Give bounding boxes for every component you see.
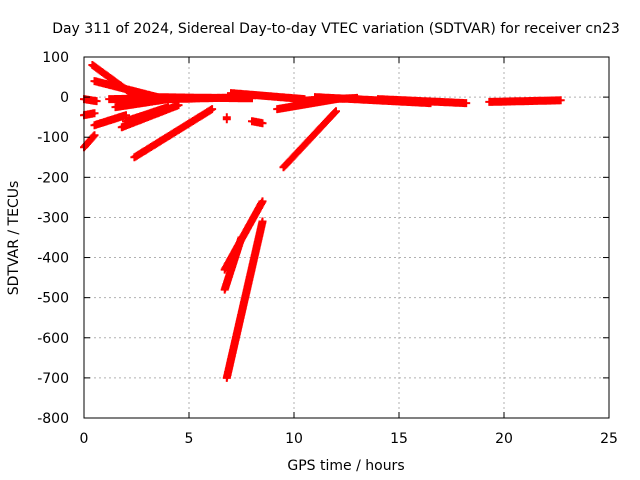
y-tick-label: -400 [37,251,69,267]
data-point-cluster [222,217,267,382]
x-tick-label: 25 [600,431,618,447]
series-track-20 [279,107,340,172]
y-tick-label: -500 [37,291,69,307]
plot-frame [83,56,610,419]
data-point-cluster [220,233,246,294]
data-point-cluster [279,107,340,172]
x-tick-label: 0 [80,431,89,447]
x-tick-label: 10 [285,431,303,447]
series-track-16 [248,117,267,128]
series-track-14 [222,113,231,124]
data-point-cluster [374,95,471,108]
grid-layer [84,57,609,418]
data-point-cluster [122,103,172,126]
chart-title: Day 311 of 2024, Sidereal Day-to-day VTE… [52,21,620,37]
y-tick-label: 0 [60,90,69,106]
series-track-11 [130,105,217,162]
x-tick-label: 15 [390,431,408,447]
series-track-06 [90,111,130,130]
data-point-cluster [90,111,130,130]
y-tick-label: -100 [37,130,69,146]
x-tick-label: 20 [495,431,513,447]
y-axis-title: SDTVAR / TECUs [6,181,22,296]
x-axis-title: GPS time / hours [287,458,404,474]
series-track-24 [374,95,471,108]
series-track-25 [485,96,565,106]
data-marks [80,61,565,382]
data-point-cluster [248,117,267,128]
series-track-18 [220,233,246,294]
data-point-cluster [130,105,217,162]
y-tick-label: -700 [37,371,69,387]
x-tick-labels: 0 5 10 15 20 25 [80,431,618,447]
data-point-cluster [222,113,231,124]
y-tick-label: -800 [37,411,69,427]
y-tick-label: -200 [37,170,69,186]
axis-ticks [83,56,610,419]
series-track-10 [122,103,172,126]
x-tick-label: 5 [185,431,194,447]
data-point-cluster [485,96,565,106]
y-tick-label: -300 [37,210,69,226]
y-tick-label: 100 [42,50,69,66]
series-track-19 [222,217,267,382]
y-tick-label: -600 [37,331,69,347]
y-tick-labels: 100 0 -100 -200 -300 -400 -500 -600 -700 -800 [37,50,69,427]
